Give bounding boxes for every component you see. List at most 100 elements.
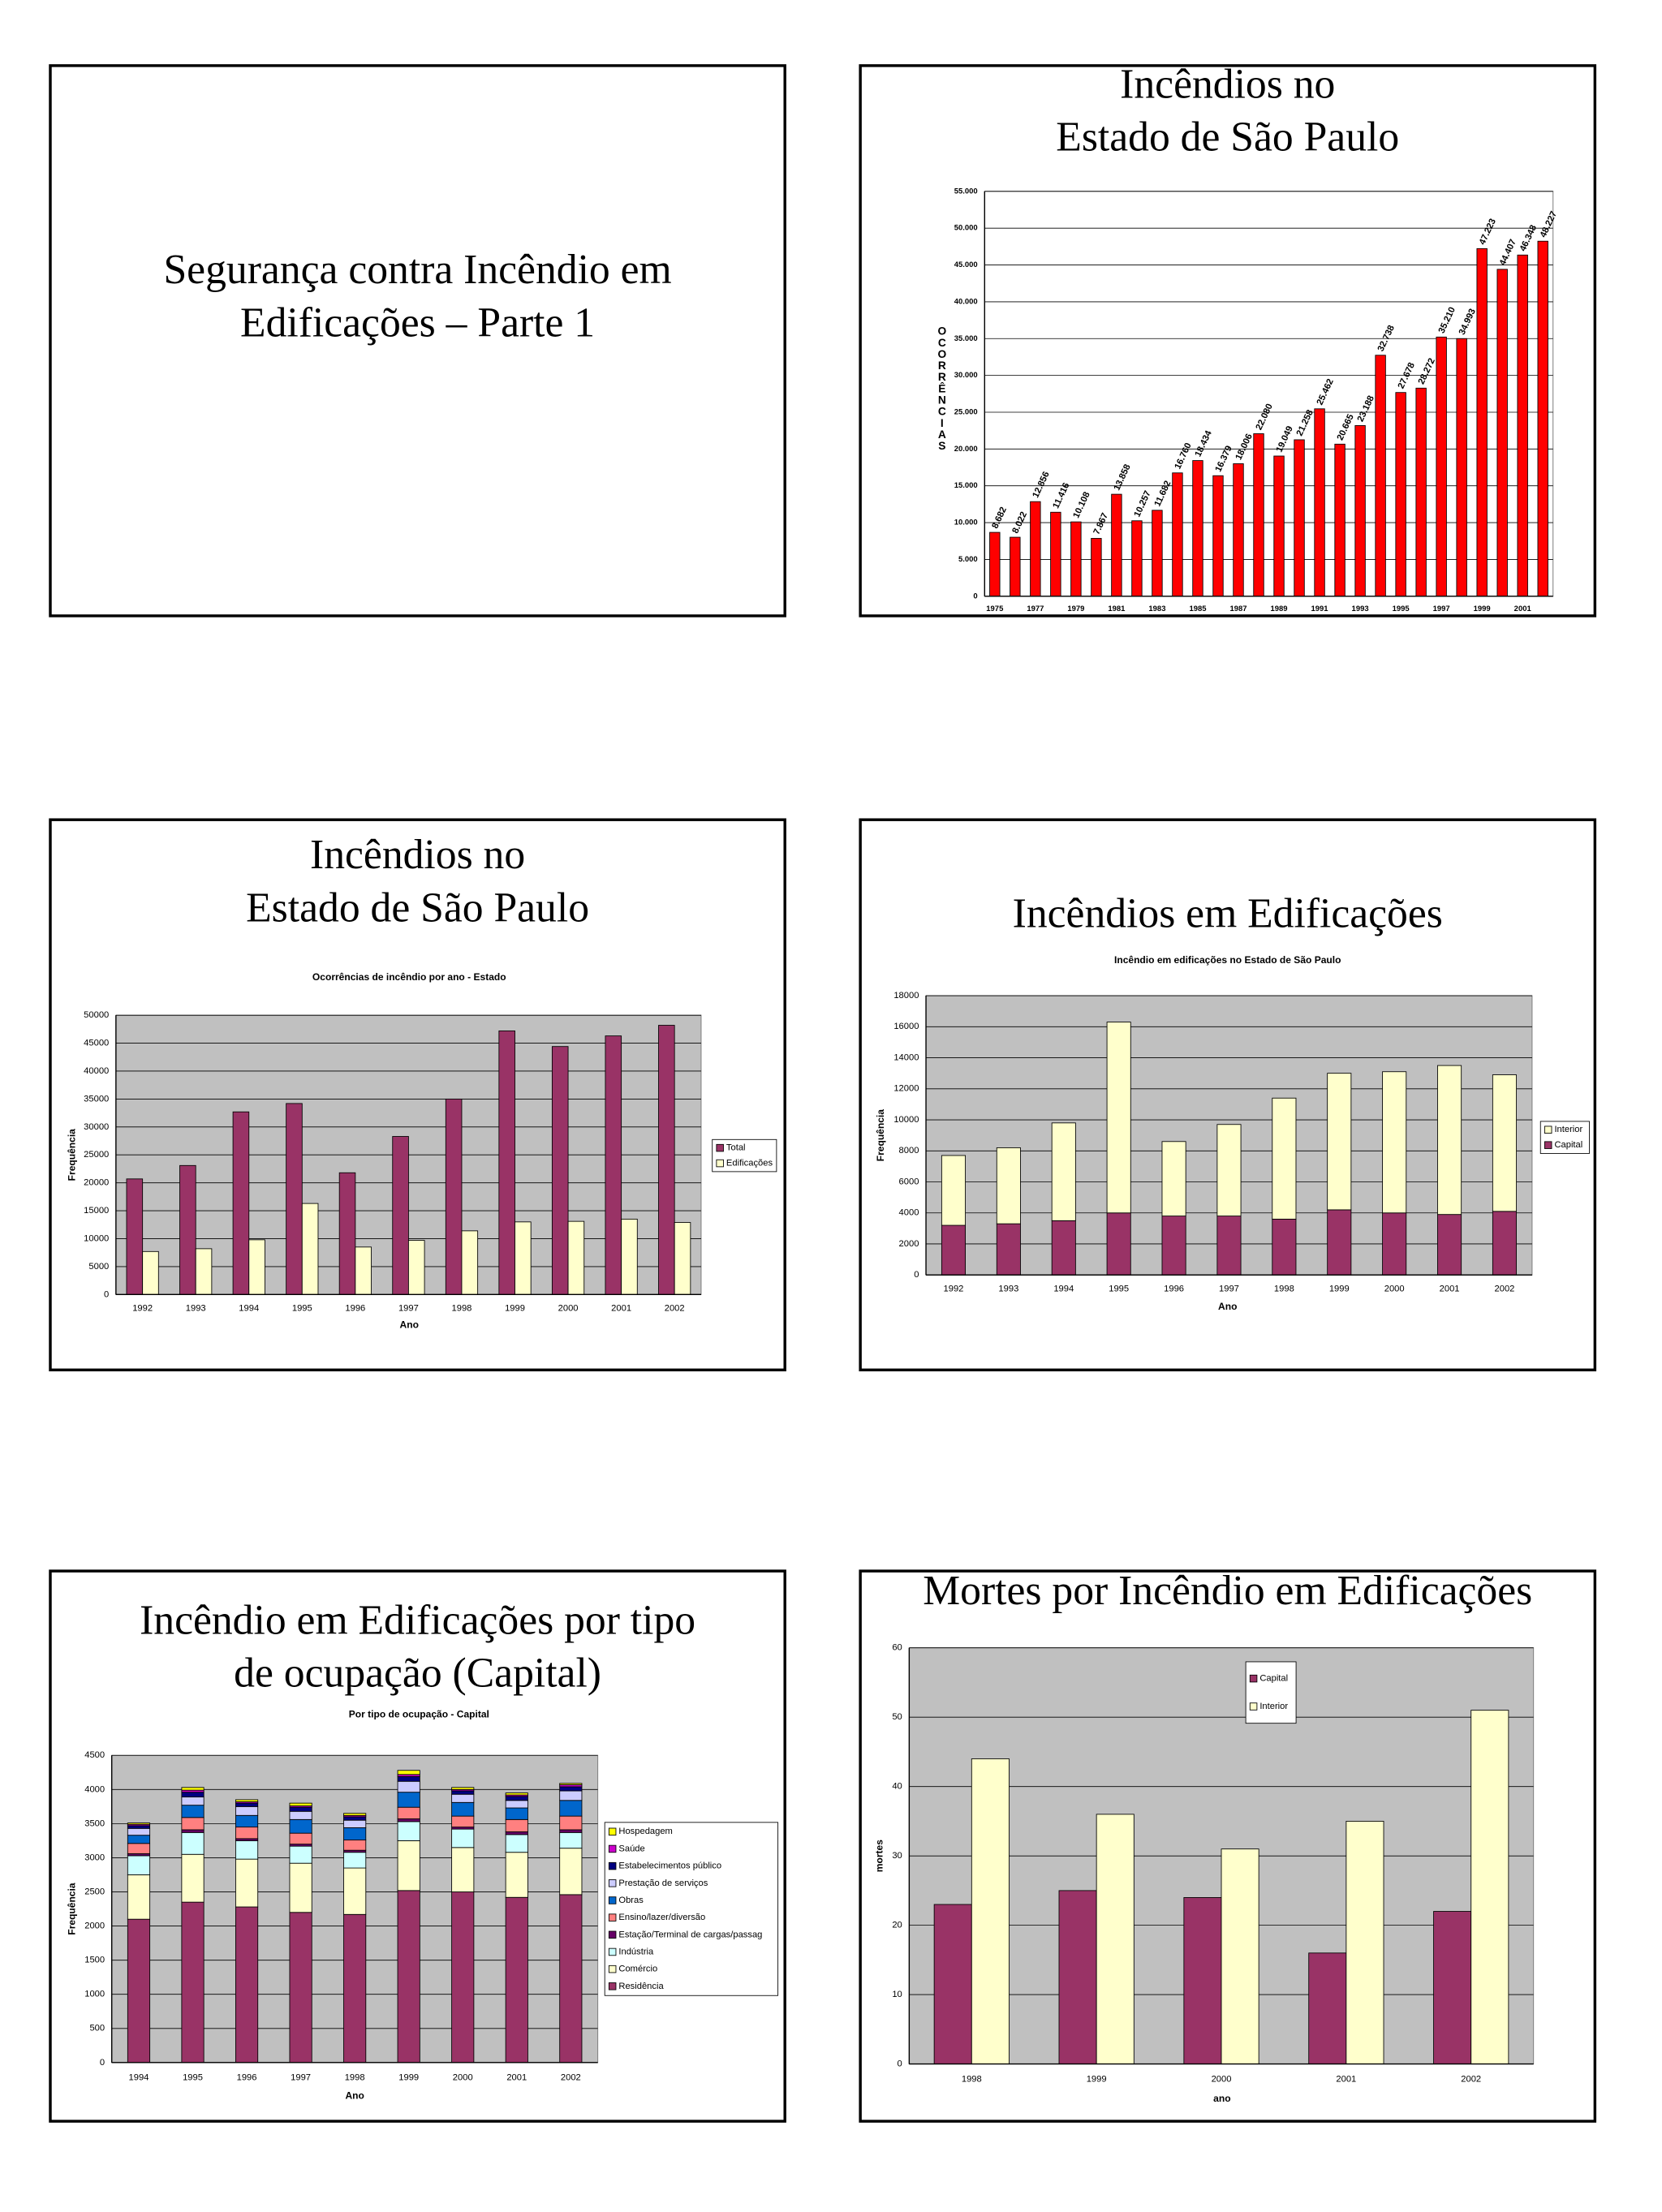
x-tick-label: 1997 <box>398 1303 419 1313</box>
x-axis-label: ano <box>1213 2093 1230 2104</box>
legend-swatch <box>608 1930 617 1939</box>
slide-title: Incêndios no <box>1120 61 1335 107</box>
slide-title: de ocupação (Capital) <box>234 1650 601 1697</box>
bar-segment <box>1327 1073 1352 1211</box>
bar-segment <box>451 1815 475 1828</box>
y-tick-label: 4500 <box>84 1750 105 1760</box>
y-tick-label: 2000 <box>899 1239 919 1249</box>
y-tick-label: 0 <box>104 1289 109 1299</box>
bar-segment <box>181 1817 205 1831</box>
x-tick-label: 1995 <box>183 2073 203 2083</box>
slide-title: Estado de São Paulo <box>246 885 589 932</box>
x-tick-label: 2002 <box>665 1303 685 1313</box>
bar <box>355 1246 372 1295</box>
y-tick-label: 60 <box>892 1643 902 1653</box>
x-tick-label: 1983 <box>1148 605 1165 613</box>
bar <box>1470 1710 1509 2065</box>
bar-segment <box>451 1801 475 1817</box>
y-tick-label: 10000 <box>84 1233 109 1243</box>
bar <box>1375 355 1386 597</box>
legend-label: Interior <box>1554 1125 1582 1134</box>
bar-segment <box>505 1852 528 1898</box>
bar-segment <box>559 1848 583 1896</box>
legend-box <box>604 1822 779 1996</box>
legend-label: Estabelecimentos público <box>618 1861 721 1871</box>
bar <box>1233 463 1244 597</box>
x-tick-label: 1998 <box>1274 1284 1294 1293</box>
bar-segment <box>1382 1212 1407 1276</box>
x-tick-label: 1989 <box>1271 605 1288 613</box>
bar-segment <box>397 1806 420 1819</box>
x-tick-label: 2001 <box>1514 605 1531 613</box>
x-tick-label: 2002 <box>1461 2074 1481 2084</box>
legend-swatch <box>608 1879 617 1887</box>
bar <box>1192 460 1203 597</box>
bar-segment <box>559 1790 583 1801</box>
y-tick-label: 15.000 <box>954 481 978 490</box>
bar <box>1253 433 1264 597</box>
x-tick-label: 1993 <box>998 1284 1018 1293</box>
bar <box>1537 240 1548 597</box>
bar-segment <box>127 1835 151 1844</box>
slide-title: Estado de São Paulo <box>1056 114 1399 161</box>
y-tick-label: 0 <box>914 1270 919 1280</box>
y-tick-label: 45000 <box>84 1039 109 1048</box>
bar <box>658 1025 675 1295</box>
slide-title: Incêndio em Edificações por tipo <box>140 1597 695 1643</box>
x-axis-label: Ano <box>1218 1301 1237 1312</box>
bar-segment <box>343 1813 367 1816</box>
x-tick-label: 1999 <box>398 2073 419 2083</box>
bar-segment <box>505 1818 528 1832</box>
bar <box>1436 336 1447 597</box>
legend-swatch <box>1544 1141 1552 1149</box>
y-tick-label: 20 <box>892 1921 902 1930</box>
bar-segment <box>451 1891 475 2064</box>
x-tick-label: 1975 <box>986 605 1003 613</box>
legend-swatch <box>608 1896 617 1904</box>
bar-segment <box>1106 1022 1131 1214</box>
bar <box>1308 1952 1347 2065</box>
bar-segment <box>1437 1214 1462 1276</box>
bar <box>407 1240 425 1295</box>
bar-segment <box>397 1818 420 1823</box>
y-tick-label: 6000 <box>899 1177 919 1186</box>
bar <box>551 1046 569 1295</box>
legend-label: Obras <box>618 1896 644 1905</box>
bar <box>142 1250 159 1295</box>
bar-segment <box>397 1780 420 1793</box>
x-tick-label: 1994 <box>129 2073 149 2083</box>
bar-segment <box>505 1792 528 1796</box>
bar <box>232 1111 250 1295</box>
y-tick-label: 35000 <box>84 1094 109 1104</box>
bar <box>605 1035 622 1295</box>
x-tick-label: 1981 <box>1108 605 1125 613</box>
bar-segment <box>235 1827 259 1840</box>
x-tick-label: 1997 <box>1433 605 1450 613</box>
legend-swatch <box>608 1844 617 1853</box>
y-tick-label: 18000 <box>893 991 919 1001</box>
y-tick-label: 3000 <box>84 1853 105 1862</box>
y-tick-label: 4000 <box>899 1208 919 1218</box>
x-tick-label: 2000 <box>558 1303 579 1313</box>
bar <box>179 1164 196 1295</box>
x-axis-label: Ano <box>400 1319 419 1330</box>
legend-label: Capital <box>1259 1674 1288 1684</box>
bar-segment <box>941 1224 967 1276</box>
bar <box>1172 472 1183 597</box>
bar <box>301 1203 319 1295</box>
y-tick-label: 10000 <box>893 1115 919 1125</box>
legend-swatch <box>608 1913 617 1922</box>
y-tick-label: 40000 <box>84 1066 109 1076</box>
bar <box>445 1098 463 1295</box>
y-tick-label: 20000 <box>84 1178 109 1188</box>
bar-segment <box>505 1896 528 2064</box>
bar-segment <box>397 1775 420 1782</box>
bar-segment <box>559 1894 583 2064</box>
y-tick-label: 3500 <box>84 1818 105 1828</box>
bar <box>933 1904 972 2065</box>
legend-swatch <box>608 1827 617 1836</box>
bar <box>1433 1911 1472 2065</box>
y-tick-label: 35.000 <box>954 334 978 343</box>
bar <box>338 1172 356 1295</box>
bar <box>971 1758 1010 2065</box>
